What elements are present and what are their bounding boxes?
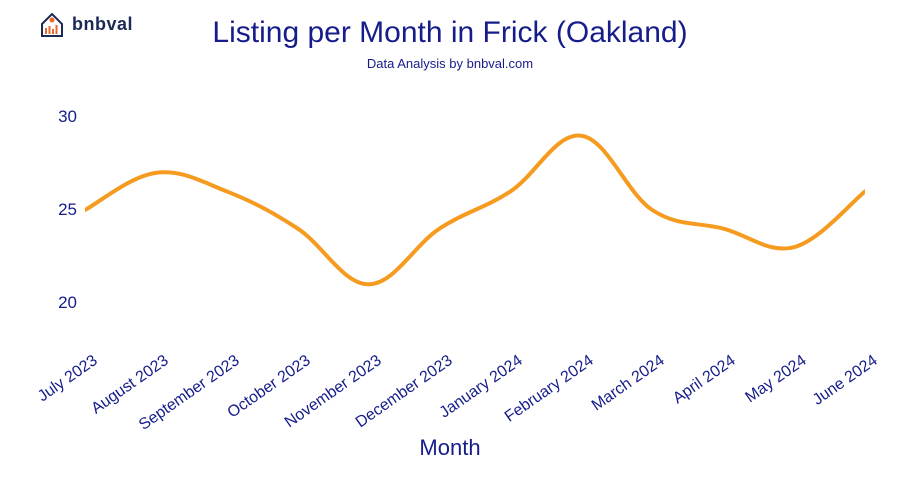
chart-container: bnbval Listing per Month in Frick (Oakla… bbox=[0, 0, 900, 500]
x-tick: March 2024 bbox=[544, 352, 669, 447]
x-tick: December 2023 bbox=[331, 352, 456, 447]
x-tick: April 2024 bbox=[614, 352, 739, 447]
chart-subtitle: Data Analysis by bnbval.com bbox=[0, 56, 900, 71]
x-tick: February 2024 bbox=[473, 352, 598, 447]
y-tick: 20 bbox=[47, 293, 77, 313]
x-tick: September 2023 bbox=[118, 352, 243, 447]
chart-title: Listing per Month in Frick (Oakland) bbox=[0, 16, 900, 50]
y-tick: 25 bbox=[47, 200, 77, 220]
x-tick: May 2024 bbox=[685, 352, 810, 447]
x-tick: June 2024 bbox=[756, 352, 881, 447]
x-tick: August 2023 bbox=[47, 352, 172, 447]
plot-area bbox=[85, 80, 865, 340]
x-tick: November 2023 bbox=[260, 352, 385, 447]
y-tick: 30 bbox=[47, 107, 77, 127]
x-tick: January 2024 bbox=[402, 352, 527, 447]
line-chart-svg bbox=[85, 80, 865, 340]
data-line bbox=[85, 136, 865, 285]
x-tick: October 2023 bbox=[189, 352, 314, 447]
